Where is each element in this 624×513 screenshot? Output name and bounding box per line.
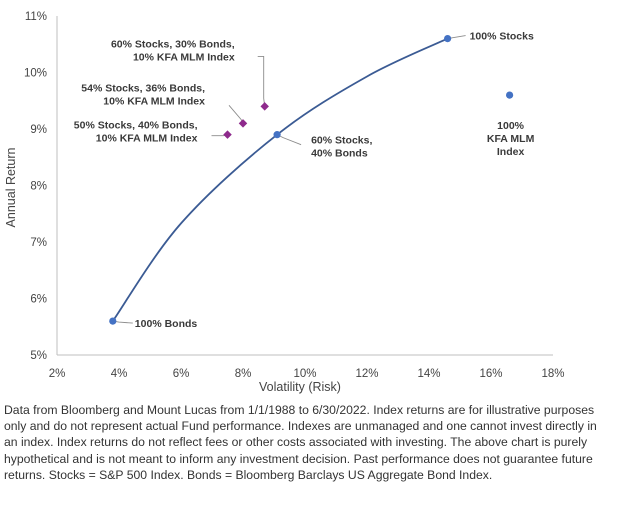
data-point-diamond [260, 102, 269, 111]
y-axis-title: Annual Return [4, 147, 18, 227]
y-tick-label: 11% [25, 11, 47, 23]
footnote: Data from Bloomberg and Mount Lucas from… [4, 403, 597, 482]
data-point-diamond [223, 130, 232, 139]
risk-return-chart: 2% 4% 6% 8% 10% 12% 14% 16% 18% 5% 6% 7% 8% 9% 10% 11% V… [4, 11, 565, 394]
x-tick-label: 16% [479, 368, 502, 380]
point-label: 40% Bonds [311, 148, 368, 160]
x-tick-label: 8% [235, 368, 252, 380]
y-tick-label: 5% [30, 350, 47, 362]
point-label: 100% Bonds [135, 318, 198, 330]
x-tick-label: 4% [111, 368, 128, 380]
y-tick-label: 9% [30, 124, 47, 136]
y-tick-label: 7% [30, 237, 47, 249]
data-point-circle [273, 131, 281, 139]
x-axis-title: Volatility (Risk) [259, 380, 341, 394]
leader-line [276, 134, 302, 146]
point-label: 60% Stocks, [311, 135, 372, 147]
x-tick-label: 6% [173, 368, 190, 380]
point-label: KFA MLM [487, 133, 535, 145]
data-point-diamond [238, 119, 248, 128]
point-label: Index [497, 146, 525, 158]
leader-line [257, 55, 266, 107]
point-label: 10% KFA MLM Index [103, 95, 205, 107]
point-label: 60% Stocks, 30% Bonds, [111, 38, 235, 50]
point-label: 100% [497, 120, 525, 132]
x-tick-label: 10% [293, 368, 316, 380]
point-label: 50% Stocks, 40% Bonds, [74, 120, 198, 132]
y-tick-label: 8% [30, 181, 47, 193]
data-point-circle [109, 317, 117, 325]
y-tick-label: 10% [24, 68, 47, 80]
leader-line [228, 105, 244, 124]
point-label: 100% Stocks [470, 31, 534, 43]
data-point-circle [444, 35, 452, 43]
point-label: 54% Stocks, 36% Bonds, [81, 82, 205, 94]
x-tick-label: 2% [49, 368, 66, 380]
data-point-circle [506, 91, 514, 99]
y-tick-label: 6% [30, 294, 47, 306]
point-label: 10% KFA MLM Index [133, 51, 235, 63]
x-tick-label: 18% [541, 368, 564, 380]
x-tick-label: 14% [417, 368, 440, 380]
point-label: 10% KFA MLM Index [96, 133, 198, 145]
x-tick-label: 12% [355, 368, 378, 380]
efficient-frontier-line [112, 37, 448, 322]
